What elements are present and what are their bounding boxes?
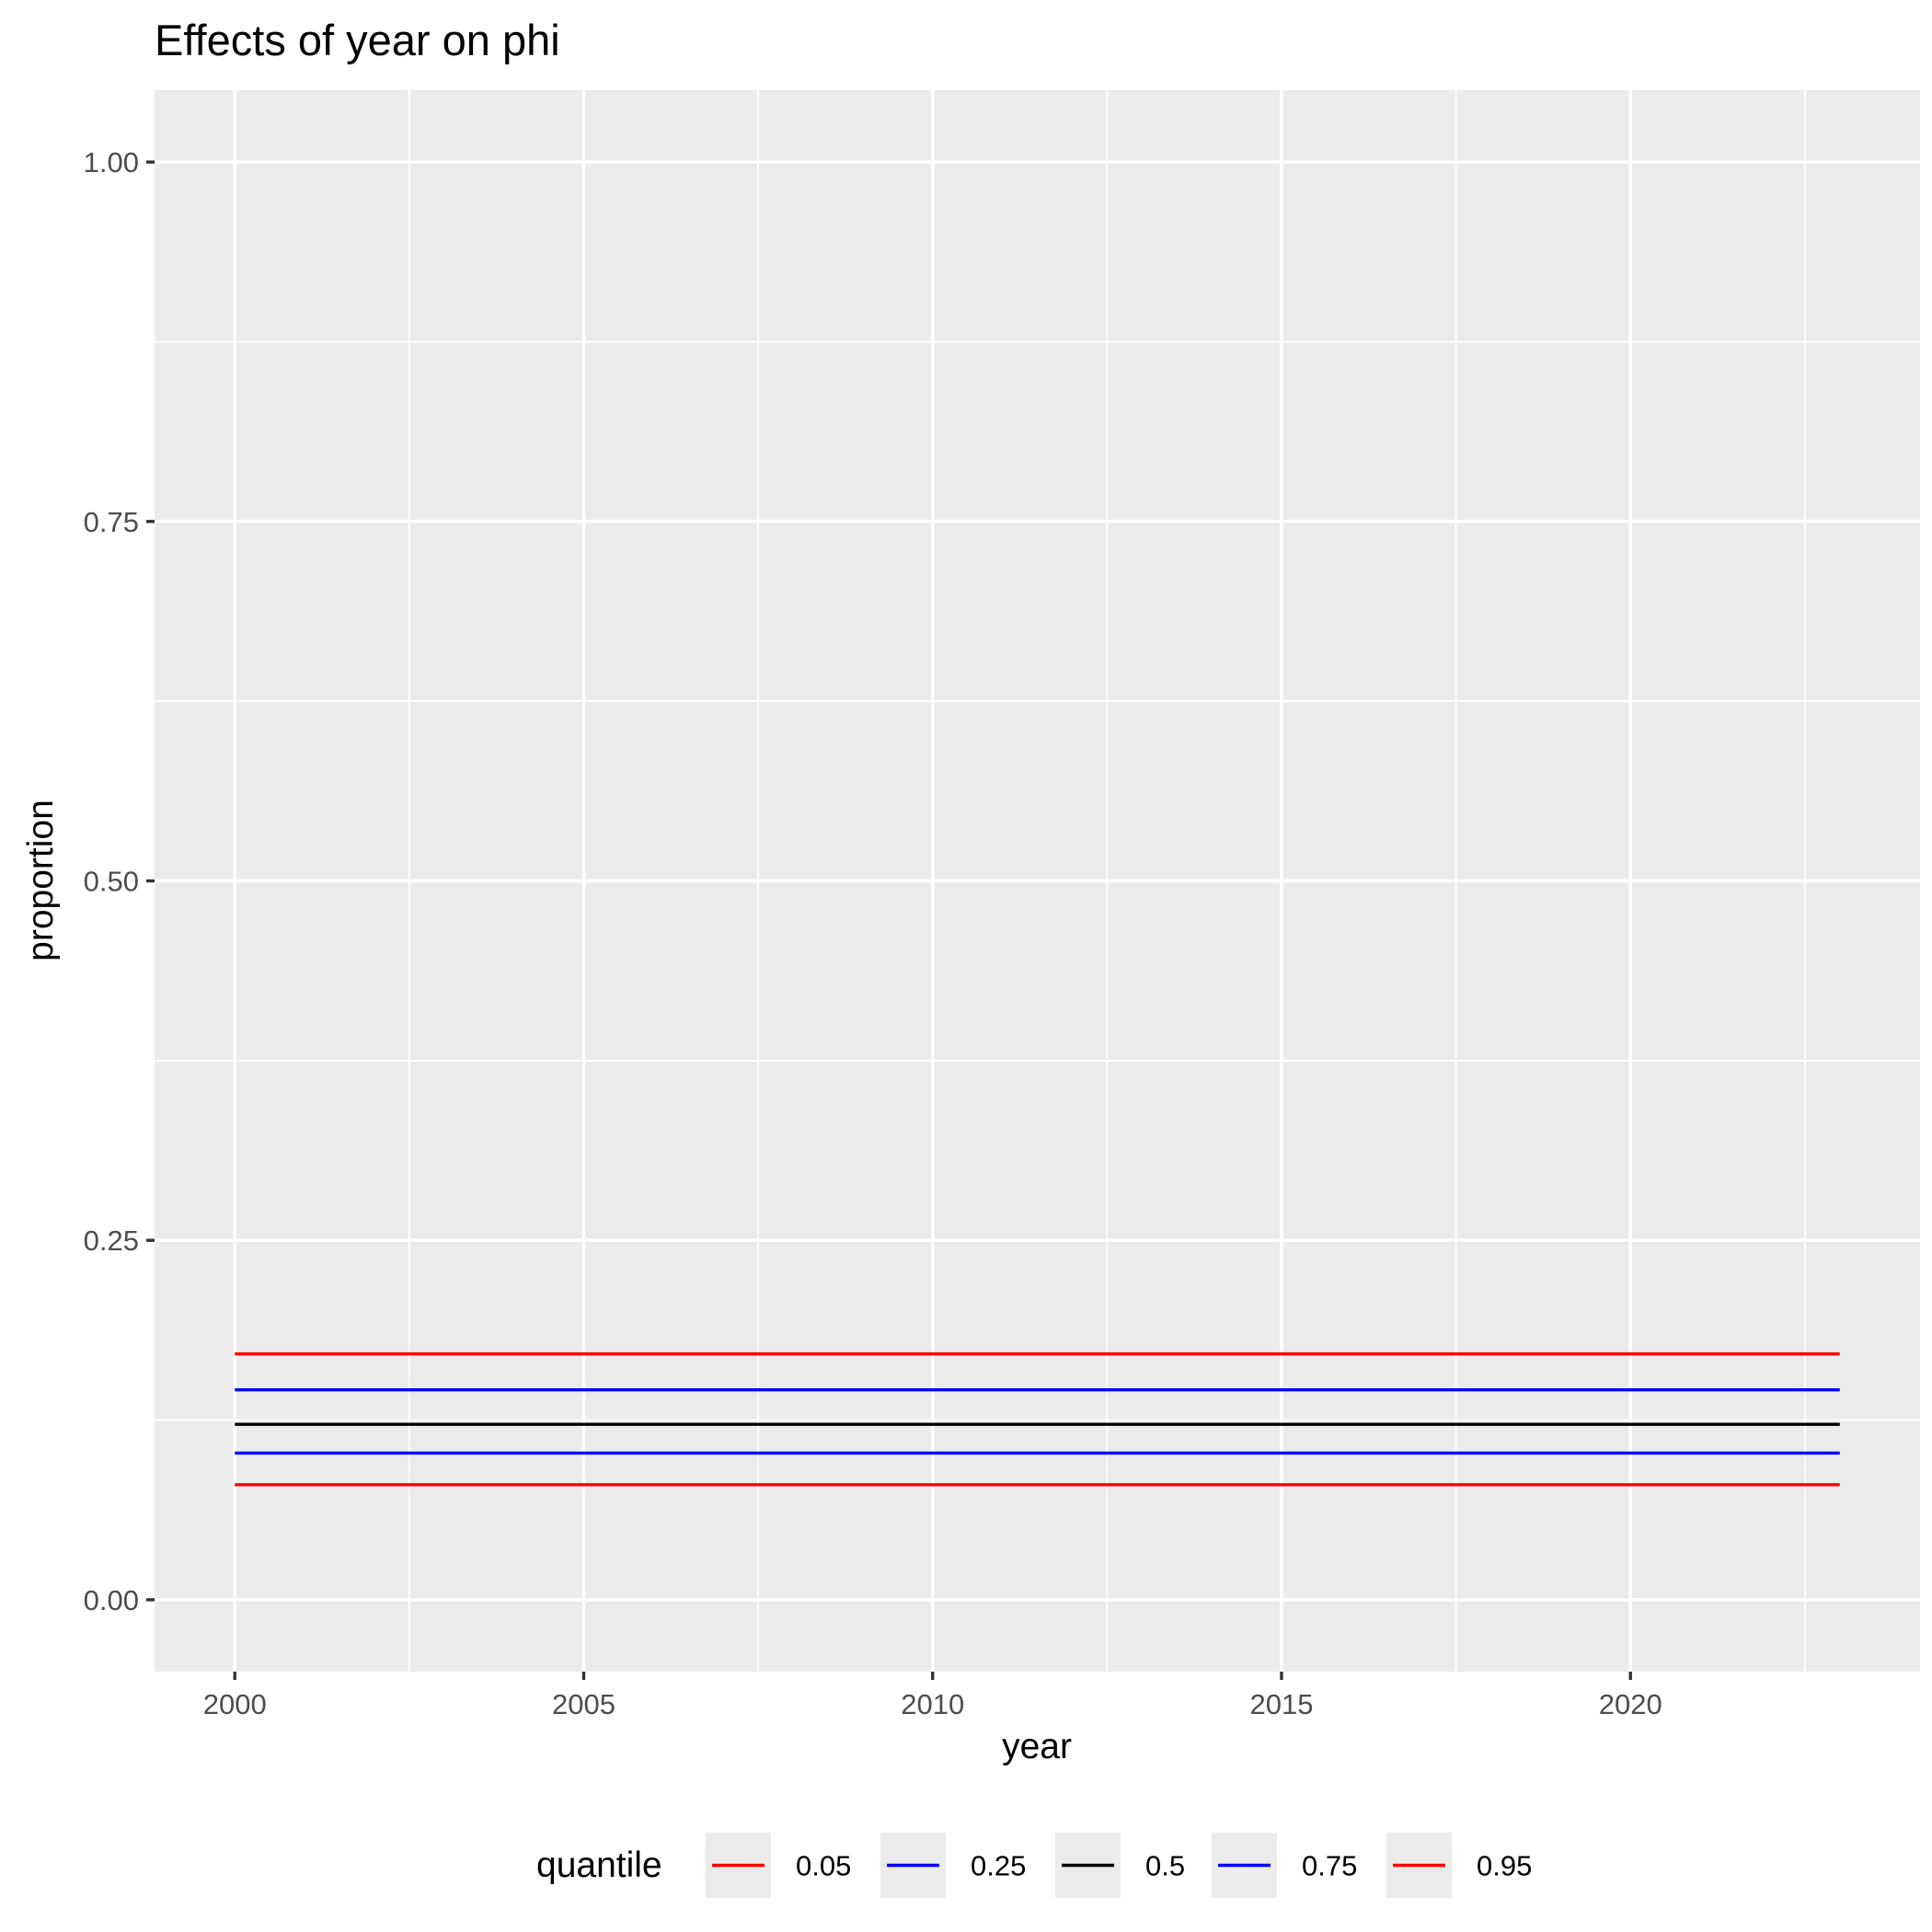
y-tick-label: 0.25: [84, 1225, 139, 1257]
legend-label: 0.75: [1302, 1850, 1357, 1882]
x-axis-title: year: [1002, 1727, 1072, 1766]
y-tick-label: 0.50: [84, 866, 139, 898]
y-tick-label: 1.00: [84, 146, 139, 178]
legend-label: 0.05: [796, 1850, 851, 1882]
x-tick-label: 2005: [552, 1688, 615, 1720]
legend-item: 0.05: [706, 1833, 851, 1898]
major-gridlines: [155, 90, 1920, 1672]
chart-title: Effects of year on phi: [155, 16, 560, 64]
legend-label: 0.25: [971, 1850, 1026, 1882]
legend-item: 0.25: [880, 1833, 1026, 1898]
x-tick-label: 2015: [1249, 1688, 1313, 1720]
x-axis: 2000 2005 2010 2015 2020: [203, 1672, 1662, 1720]
legend: quantile 0.05 0.25 0.5 0.75 0.95: [536, 1833, 1532, 1898]
legend-label: 0.5: [1145, 1850, 1185, 1882]
y-tick-label: 0.75: [84, 506, 139, 538]
y-axis: 0.00 0.25 0.50 0.75 1.00: [84, 146, 155, 1616]
x-tick-label: 2010: [901, 1688, 964, 1720]
legend-title: quantile: [536, 1846, 662, 1885]
x-tick-label: 2000: [203, 1688, 267, 1720]
legend-items: 0.05 0.25 0.5 0.75 0.95: [706, 1833, 1532, 1898]
series-lines: [235, 1351, 1840, 1487]
x-tick-label: 2020: [1599, 1688, 1662, 1720]
y-tick-label: 0.00: [84, 1584, 139, 1616]
legend-item: 0.75: [1212, 1833, 1357, 1898]
legend-label: 0.95: [1477, 1850, 1532, 1882]
legend-item: 0.5: [1055, 1833, 1185, 1898]
y-axis-title: proportion: [21, 799, 61, 961]
legend-item: 0.95: [1386, 1833, 1532, 1898]
